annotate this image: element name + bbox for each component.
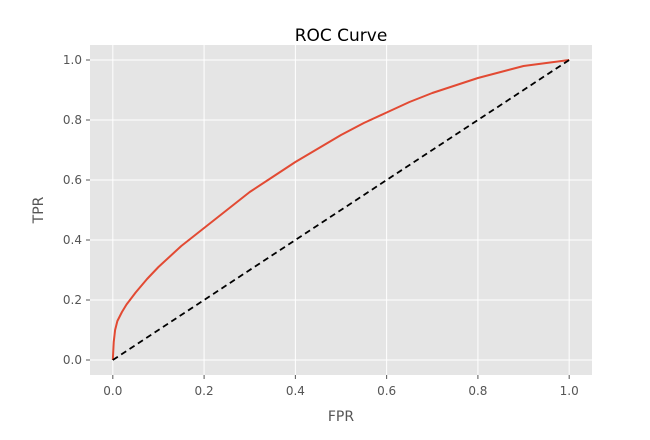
roc-curve-line: [111, 59, 570, 361]
y-tick-label: 1.0: [63, 53, 82, 67]
y-tick-label: 0.6: [63, 173, 82, 187]
x-tick-label: 0.4: [286, 384, 305, 398]
chart-title: ROC Curve: [295, 26, 388, 46]
diagonal-reference-line: [112, 59, 570, 361]
x-tick-label: 0.2: [195, 384, 214, 398]
y-axis-label: TPR: [31, 196, 47, 224]
x-tick-label: 0.0: [103, 384, 122, 398]
x-tick-label: 0.6: [377, 384, 396, 398]
x-tick-label: 0.8: [468, 384, 487, 398]
y-tick-label: 0.4: [63, 233, 82, 247]
grid: [90, 45, 592, 375]
y-tick-label: 0.2: [63, 293, 82, 307]
x-axis-label: FPR: [328, 409, 354, 425]
x-tick-label: 1.0: [560, 384, 579, 398]
series-layer: [111, 59, 570, 361]
ticks: 0.0 0.2 0.4 0.6 0.8 1.0 0.0 0.2 0.4 0.6 0.8 1.0: [63, 53, 579, 398]
y-tick-label: 0.8: [63, 113, 82, 127]
y-tick-label: 0.0: [63, 353, 82, 367]
